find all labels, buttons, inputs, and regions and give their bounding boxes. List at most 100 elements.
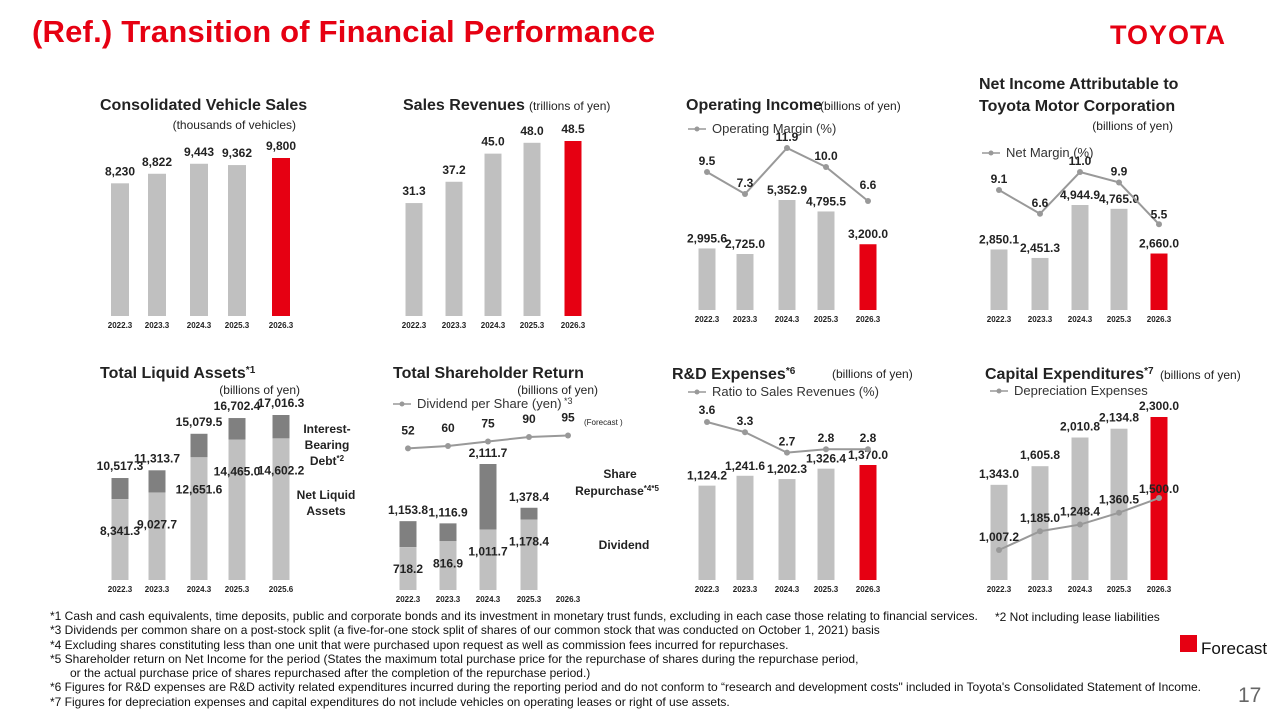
liquid-assets-xtick-2: 2024.3 <box>187 585 212 594</box>
rnd-ratio-point-label-3: 2.8 <box>818 431 835 445</box>
sales-revenues-bar-4 <box>564 141 582 316</box>
liquid-assets-total-label-1: 11,313.7 <box>134 451 180 465</box>
capex-label-2: 2,010.8 <box>1060 419 1100 433</box>
operating-margin-point-label-0: 9.5 <box>699 154 716 168</box>
shareholder-total-label-1: 1,116.9 <box>428 505 468 519</box>
liquid-assets-unit: (billions of yen) <box>219 383 300 397</box>
rnd-label-4: 1,370.0 <box>848 448 888 462</box>
operating-income-bar-4 <box>859 244 877 310</box>
net-margin-point-4 <box>1156 221 1162 228</box>
net-income-label-3: 4,765.0 <box>1099 192 1139 206</box>
operating-margin-point-0 <box>704 169 710 175</box>
dividend-per-share-point-label-4: 95 <box>561 411 575 425</box>
vehicle-sales-unit: (thousands of vehicles) <box>173 118 296 132</box>
operating-income-xtick-4: 2026.3 <box>856 315 881 324</box>
rnd-ratio-legend: Ratio to Sales Revenues (%) <box>712 384 879 399</box>
liquid-assets-legend-net-1: Net Liquid <box>297 488 356 502</box>
page-title: (Ref.) Transition of Financial Performan… <box>32 14 656 49</box>
net-margin-point-label-3: 9.9 <box>1111 164 1128 178</box>
operating-income-xtick-2: 2024.3 <box>775 315 800 324</box>
shareholder-repurchase-bar-2 <box>479 464 497 530</box>
net-margin-point-1 <box>1037 210 1043 217</box>
liquid-assets-xtick-4: 2025.6 <box>269 585 294 594</box>
footnote-7: *7 Figures for depreciation expenses and… <box>50 694 730 709</box>
operating-income-bar-2 <box>778 200 796 310</box>
dividend-per-share-legend-swatch-dot <box>399 401 405 407</box>
operating-margin-legend-swatch-dot <box>694 126 700 132</box>
shareholder-return-xtick-4: 2026.3 <box>556 595 581 604</box>
rnd-bar-3 <box>817 468 835 580</box>
liquid-assets-legend-net-2: Assets <box>306 504 346 518</box>
capex-bar-3 <box>1110 428 1128 580</box>
net-income-label-1: 2,451.3 <box>1020 241 1060 255</box>
net-income-xtick-2: 2024.3 <box>1068 315 1093 324</box>
sales-revenues-bar-1 <box>445 181 463 316</box>
operating-income-label-2: 5,352.9 <box>767 183 807 197</box>
capex-xtick-3: 2025.3 <box>1107 585 1132 594</box>
depreciation-point-3 <box>1116 509 1122 516</box>
rnd-ratio-point-1 <box>742 429 748 436</box>
depreciation-point-1 <box>1037 528 1043 535</box>
net-margin-legend: Net Margin (%) <box>1006 145 1093 160</box>
vehicle-sales-label-1: 8,822 <box>142 155 172 169</box>
shareholder-return-xtick-1: 2023.3 <box>436 595 461 604</box>
sales-revenues-xtick-3: 2025.3 <box>520 321 545 330</box>
capex-xtick-1: 2023.3 <box>1028 585 1053 594</box>
liquid-assets-net-label-0: 8,341.3 <box>100 524 140 538</box>
operating-margin-point-3 <box>823 164 829 170</box>
capex-title: Capital Expenditures*7 <box>985 366 1154 383</box>
net-margin-point-0 <box>996 187 1002 194</box>
shareholder-repurchase-bar-0 <box>399 521 417 548</box>
liquid-assets-xtick-1: 2023.3 <box>145 585 170 594</box>
capex-label-0: 1,343.0 <box>979 467 1019 481</box>
sales-revenues-title: Sales Revenues <box>403 97 525 114</box>
shareholder-dividend-bar-2 <box>479 529 497 590</box>
rnd-bar-0 <box>698 485 716 580</box>
liquid-assets-net-label-4: 14,602.2 <box>258 463 305 477</box>
vehicle-sales-title: Consolidated Vehicle Sales <box>100 97 307 114</box>
net-income-unit: (billions of yen) <box>1092 119 1173 133</box>
dividend-per-share-point-0 <box>405 445 411 452</box>
capex-label-1: 1,605.8 <box>1020 448 1060 462</box>
shareholder-dividend-label-1: 816.9 <box>433 556 463 570</box>
footnote-1: *1 Cash and cash equivalents, time depos… <box>50 609 978 623</box>
vehicle-sales-bar-3 <box>228 165 246 316</box>
forecast-label: Forecast <box>1201 639 1268 658</box>
footnote-5: *5 Shareholder return on Net Income for … <box>50 651 859 666</box>
net-income-bar-0 <box>990 249 1008 310</box>
shareholder-repurchase-bar-1 <box>439 523 457 542</box>
shareholder-legend-dividend: Dividend <box>599 538 650 552</box>
rnd-title: R&D Expenses*6 <box>672 366 796 383</box>
dividend-per-share-point-label-3: 90 <box>522 412 536 426</box>
footnote-6: *6 Figures for R&D expenses are R&D acti… <box>50 680 1201 695</box>
liquid-assets-legend-debt-1: Interest- <box>303 422 350 436</box>
vehicle-sales-xtick-1: 2023.3 <box>145 321 170 330</box>
footnote-5-cont: or the actual purchase price of shares r… <box>50 666 591 681</box>
shareholder-return-xtick-0: 2022.3 <box>396 595 421 604</box>
footnotes: *1 Cash and cash equivalents, time depos… <box>50 609 1230 709</box>
net-income-xtick-4: 2026.3 <box>1147 315 1172 324</box>
capex-unit: (billions of yen) <box>1160 368 1241 382</box>
shareholder-repurchase-bar-3 <box>520 507 538 520</box>
operating-margin-point-label-3: 10.0 <box>814 149 838 163</box>
depreciation-point-label-0: 1,007.2 <box>979 530 1019 544</box>
vehicle-sales-label-0: 8,230 <box>105 164 135 178</box>
rnd-label-3: 1,326.4 <box>806 452 846 466</box>
capex-label-3: 2,134.8 <box>1099 411 1139 425</box>
capex-xtick-0: 2022.3 <box>987 585 1012 594</box>
rnd-bar-1 <box>736 475 754 580</box>
rnd-bar-4 <box>859 465 877 580</box>
sales-revenues-bar-0 <box>405 203 423 316</box>
vehicle-sales-bar-2 <box>190 163 208 316</box>
operating-margin-point-label-1: 7.3 <box>737 176 754 190</box>
footnote-3: *3 Dividends per common share on a post-… <box>50 623 880 638</box>
net-margin-point-label-2: 11.0 <box>1069 154 1092 168</box>
rnd-ratio-point-label-0: 3.6 <box>699 403 716 417</box>
rnd-ratio-point-4 <box>865 446 871 453</box>
rnd-ratio-point-3 <box>823 446 829 453</box>
liquid-assets-total-label-4: 17,016.3 <box>258 396 305 410</box>
rnd-xtick-3: 2025.3 <box>814 585 839 594</box>
operating-income-unit: (billions of yen) <box>820 99 901 113</box>
footnote-2: *2 Not including lease liabilities <box>995 610 1160 624</box>
liquid-assets-xtick-0: 2022.3 <box>108 585 133 594</box>
